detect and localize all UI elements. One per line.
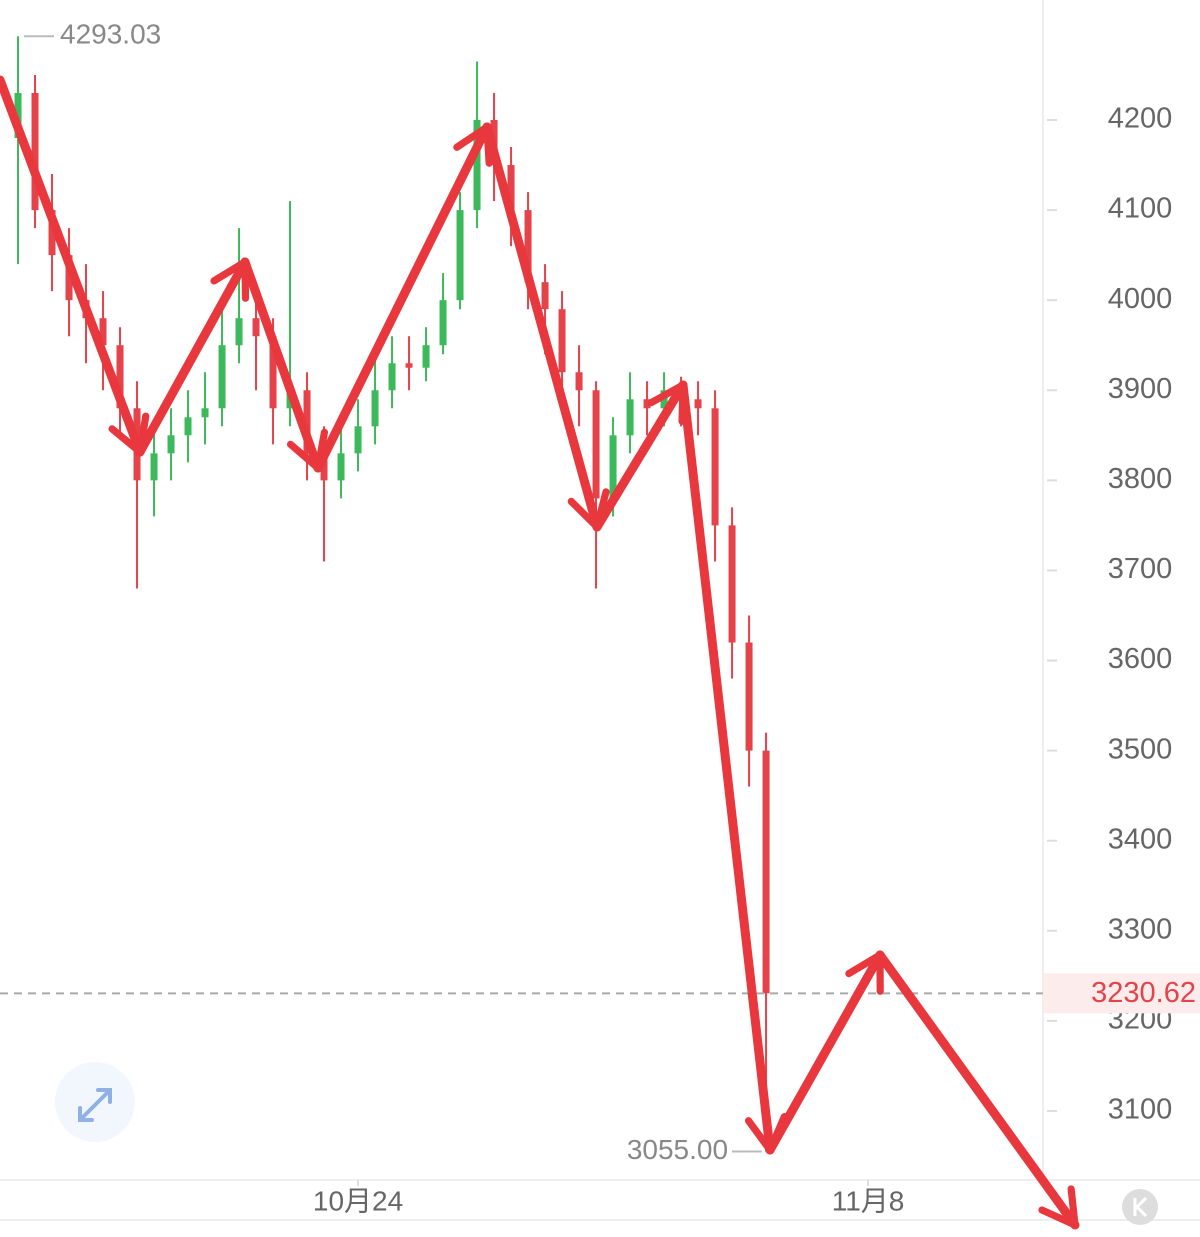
candle-body [48, 210, 56, 256]
candle-body [728, 525, 736, 643]
arrow [313, 122, 493, 473]
candle-body [99, 318, 107, 346]
y-tick-label: 4100 [1108, 193, 1173, 225]
candle-body [252, 318, 260, 337]
x-tick-label: 10月24 [313, 1185, 403, 1216]
candle-body [762, 750, 770, 994]
arrow [135, 257, 250, 457]
candle-body [745, 642, 753, 751]
candle-body [524, 210, 532, 283]
last-price-label: 3230.62 [1091, 977, 1196, 1009]
candle-body [218, 345, 226, 409]
arrow [875, 950, 1080, 1230]
candle-body [439, 300, 447, 346]
annotation-arrows [0, 75, 1080, 1230]
candle-body [592, 390, 600, 499]
candle-body [116, 345, 124, 409]
candle-body [422, 345, 430, 368]
expand-button[interactable] [55, 1062, 135, 1142]
candle-body [201, 408, 209, 418]
candle-body [184, 417, 192, 436]
y-tick-label: 3800 [1108, 463, 1173, 495]
candle-body [269, 336, 277, 409]
y-tick-label: 3500 [1108, 733, 1173, 765]
candle-body [388, 363, 396, 391]
candle-body [337, 453, 345, 481]
y-tick-label: 3300 [1108, 913, 1173, 945]
y-tick-label: 3900 [1108, 373, 1173, 405]
y-tick-label: 3100 [1108, 1094, 1173, 1126]
candle-body [354, 426, 362, 454]
candle-body [65, 255, 73, 301]
candle-body [371, 390, 379, 427]
y-tick-label: 3400 [1108, 823, 1173, 855]
min-marker-label: 3055.00 [627, 1134, 728, 1165]
y-tick-label: 4200 [1108, 103, 1173, 135]
candle-body [405, 363, 413, 368]
y-tick-label: 3700 [1108, 553, 1173, 585]
last-price-bg [1043, 973, 1200, 1014]
candle-body [31, 92, 39, 211]
y-tick-label: 4000 [1108, 283, 1173, 315]
candle-body [626, 399, 634, 436]
candle-body [303, 390, 311, 454]
arrow [765, 950, 885, 1155]
arrow [240, 257, 329, 473]
candle-body [235, 318, 243, 346]
x-tick-label: 11月8 [832, 1185, 905, 1216]
candle-body [711, 408, 719, 526]
arrow [0, 75, 150, 457]
arrow [678, 380, 788, 1155]
candle-body [609, 435, 617, 499]
candle-body [694, 399, 702, 409]
expand-icon[interactable] [78, 1088, 112, 1122]
candle-body [575, 372, 583, 391]
arrow [592, 380, 688, 532]
candle-body [541, 282, 549, 310]
arrow [482, 122, 610, 532]
max-marker-label: 4293.03 [60, 19, 161, 50]
kline-button[interactable] [1122, 1189, 1158, 1225]
y-tick-label: 3600 [1108, 643, 1173, 675]
candle-body [558, 309, 566, 373]
expand-bg[interactable] [55, 1062, 135, 1142]
candle-body [643, 399, 651, 409]
kline-icon[interactable] [1133, 1196, 1148, 1218]
candle-body [150, 453, 158, 481]
kline-bg[interactable] [1122, 1189, 1158, 1225]
candle-body [507, 165, 515, 211]
candle-body [167, 435, 175, 454]
candle-body [456, 210, 464, 301]
